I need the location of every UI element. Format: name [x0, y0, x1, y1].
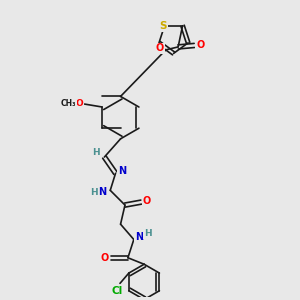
Text: O: O [101, 253, 109, 263]
Text: O: O [156, 44, 164, 53]
Text: N: N [118, 166, 126, 176]
Text: O: O [143, 196, 151, 206]
Text: Cl: Cl [112, 286, 123, 296]
Text: H: H [144, 229, 152, 238]
Text: N: N [135, 232, 143, 242]
Text: O: O [196, 40, 204, 50]
Text: O: O [75, 99, 83, 108]
Text: CH₃: CH₃ [61, 99, 76, 108]
Text: H: H [90, 188, 98, 197]
Text: N: N [98, 187, 106, 197]
Text: S: S [159, 21, 167, 31]
Text: H: H [92, 148, 99, 157]
